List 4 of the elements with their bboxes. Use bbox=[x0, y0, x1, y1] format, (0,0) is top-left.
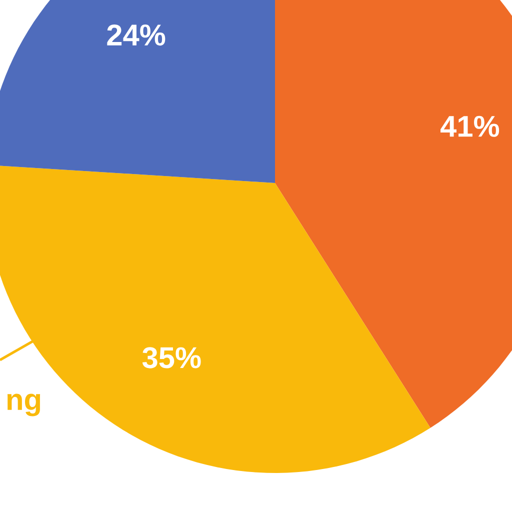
text: ng bbox=[7, 394, 40, 416]
data-label: 35% bbox=[142, 347, 201, 368]
data-label: 24% bbox=[107, 24, 166, 46]
data-label: 41% bbox=[440, 116, 500, 137]
